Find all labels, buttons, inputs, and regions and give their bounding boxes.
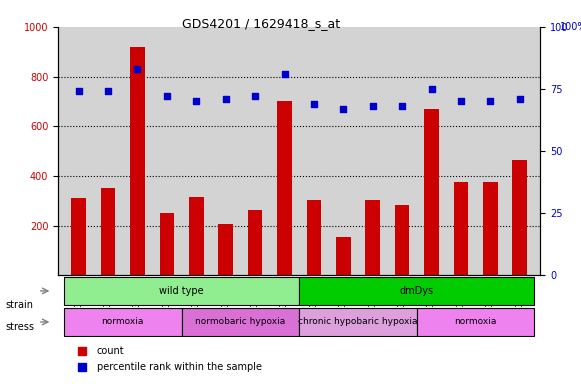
Point (74, 88, 83, 94)
Bar (248, 210, 263, 275)
Text: GDS4201 / 1629418_s_at: GDS4201 / 1629418_s_at (182, 17, 340, 30)
Point (515, 96, 525, 102)
Text: chronic hypobaric hypoxia: chronic hypobaric hypoxia (298, 318, 418, 326)
Point (103, 88, 113, 94)
Bar (394, 205, 410, 275)
Bar (307, 200, 321, 275)
Text: wild type: wild type (159, 286, 204, 296)
FancyBboxPatch shape (182, 308, 299, 336)
Point (309, 101, 318, 107)
Text: normoxia: normoxia (454, 318, 497, 326)
Point (397, 103, 407, 109)
FancyBboxPatch shape (64, 277, 299, 305)
Text: normobaric hypoxia: normobaric hypoxia (195, 318, 285, 326)
Point (427, 86, 436, 92)
Bar (130, 47, 145, 275)
Bar (101, 189, 116, 275)
FancyBboxPatch shape (417, 308, 535, 336)
Bar (71, 199, 86, 275)
Bar (218, 224, 233, 275)
Bar (189, 197, 204, 275)
Bar (512, 160, 527, 275)
Point (221, 96, 230, 102)
Text: dmDys: dmDys (400, 286, 434, 296)
FancyBboxPatch shape (299, 308, 417, 336)
Point (133, 66, 142, 72)
Bar (454, 182, 468, 275)
Bar (336, 237, 351, 275)
FancyBboxPatch shape (64, 308, 182, 336)
FancyBboxPatch shape (299, 277, 535, 305)
Text: percentile rank within the sample: percentile rank within the sample (96, 362, 261, 372)
Bar (365, 200, 380, 275)
Bar (424, 109, 439, 275)
Text: count: count (96, 346, 124, 356)
Point (456, 98, 465, 104)
Point (250, 93, 260, 99)
Point (368, 103, 378, 109)
Bar (277, 101, 292, 275)
Text: normoxia: normoxia (102, 318, 144, 326)
Point (339, 106, 348, 112)
Point (280, 71, 289, 77)
Text: strain: strain (6, 300, 34, 310)
Y-axis label: 100%: 100% (560, 22, 581, 32)
Point (192, 98, 201, 104)
Text: stress: stress (6, 322, 35, 332)
Bar (160, 213, 174, 275)
Point (162, 93, 171, 99)
Bar (483, 182, 498, 275)
Point (486, 98, 495, 104)
